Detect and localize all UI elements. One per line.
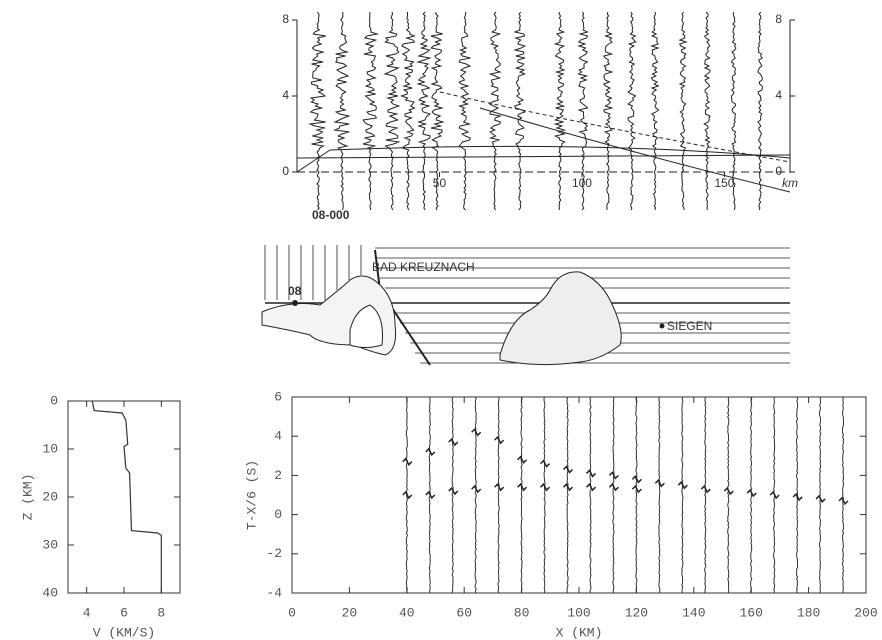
x-tick-label: 160: [739, 605, 762, 620]
trace: [402, 12, 415, 210]
trace: [515, 12, 525, 210]
trace: [705, 397, 706, 593]
y-tick-label: 20: [42, 489, 58, 504]
trace: [385, 12, 399, 210]
x-tick-label: 4: [83, 605, 91, 620]
x-tick-label: 140: [682, 605, 705, 620]
x-tick-label: 180: [797, 605, 820, 620]
x-tick-label: 100: [567, 605, 590, 620]
arrival: [449, 439, 458, 445]
y-tick-label: 4: [282, 88, 289, 102]
frame: [68, 401, 180, 593]
geology-map: [262, 245, 790, 365]
x-tick-label: 0: [288, 605, 296, 620]
shot-label: 08: [288, 284, 302, 298]
trace: [452, 397, 453, 593]
trace: [820, 397, 821, 593]
trace: [590, 397, 591, 593]
trace: [652, 12, 659, 210]
y-tick-label: 2: [274, 468, 282, 483]
x-tick-label: 80: [514, 605, 530, 620]
x-axis-label: V (KM/S): [93, 625, 155, 640]
page: 08-000 08 BAD KREUZNACH SIEGEN 004488501…: [0, 0, 882, 640]
trace: [544, 397, 545, 593]
y-axis-label: Z (KM): [20, 474, 35, 521]
trace: [335, 12, 350, 210]
x-tick-label: 150: [714, 176, 734, 190]
y-tick-label: 8: [775, 12, 782, 26]
y-tick-label: 10: [42, 441, 58, 456]
trace: [751, 397, 752, 593]
y-tick-label: 6: [274, 389, 282, 404]
y-tick-label: 0: [282, 164, 289, 178]
y-tick-label: 0: [274, 507, 282, 522]
trace: [843, 397, 844, 593]
y-tick-label: 4: [775, 88, 782, 102]
town-label: BAD KREUZNACH: [372, 260, 475, 274]
trace: [682, 397, 683, 593]
trace: [728, 397, 729, 593]
y-tick-label: 8: [282, 12, 289, 26]
trace: [418, 12, 430, 210]
arrival: [518, 457, 527, 463]
x-tick-label: 200: [854, 605, 877, 620]
town-label: SIEGEN: [667, 319, 712, 333]
profile-label: 08-000: [312, 208, 350, 222]
trace: [659, 397, 660, 593]
x-axis-label: X (KM): [556, 625, 603, 640]
volcanic-unit: [500, 272, 621, 365]
x-tick-label: 6: [120, 605, 128, 620]
trace: [363, 12, 377, 210]
x-tick-label: 40: [399, 605, 415, 620]
travel-line: [297, 150, 330, 172]
trace: [628, 12, 636, 210]
trace: [498, 397, 499, 593]
trace: [604, 12, 612, 210]
x-axis-label: km: [782, 176, 798, 190]
trace: [521, 397, 522, 593]
y-axis-label: T-X/6 (S): [244, 460, 259, 530]
arrival: [586, 470, 595, 476]
trace: [680, 12, 686, 210]
y-tick-label: 4: [274, 429, 282, 444]
x-tick-label: 60: [456, 605, 472, 620]
trace: [704, 12, 710, 210]
trace: [758, 12, 763, 210]
velocity-line: [92, 401, 161, 593]
trace: [555, 12, 564, 210]
y-tick-label: -2: [266, 546, 282, 561]
frame: [292, 397, 866, 593]
y-tick-label: 40: [42, 585, 58, 600]
town-point: [660, 324, 665, 329]
y-tick-label: -4: [266, 585, 282, 600]
figure: 08-000 08 BAD KREUZNACH SIEGEN 004488501…: [0, 0, 882, 640]
travel-line: [297, 155, 790, 158]
x-tick-label: 50: [433, 176, 447, 190]
trace: [613, 397, 614, 593]
trace: [636, 397, 637, 593]
trace: [475, 397, 476, 593]
y-tick-label: 30: [42, 537, 58, 552]
trace: [459, 12, 470, 210]
x-tick-label: 8: [157, 605, 165, 620]
trace: [310, 12, 326, 210]
arrival: [632, 486, 641, 492]
y-tick-label: 0: [50, 393, 58, 408]
travel-curve: [480, 108, 790, 192]
arrival: [701, 486, 710, 492]
trace: [567, 397, 568, 593]
arrival: [724, 488, 733, 494]
x-tick-label: 20: [342, 605, 358, 620]
shot-point: [292, 300, 298, 306]
trace: [490, 12, 501, 210]
x-tick-label: 120: [625, 605, 648, 620]
